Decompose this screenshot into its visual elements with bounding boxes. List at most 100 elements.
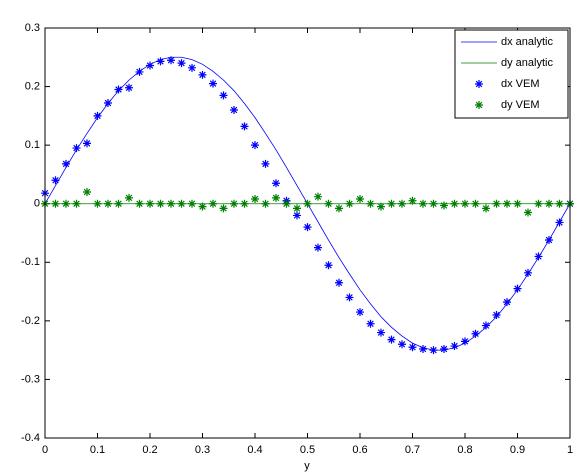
star-marker bbox=[555, 199, 564, 208]
star-marker bbox=[492, 199, 501, 208]
y-tick-label: -0.4 bbox=[21, 432, 40, 444]
star-marker bbox=[62, 159, 70, 168]
x-tick-label: 0.3 bbox=[195, 444, 210, 456]
star-marker bbox=[524, 208, 532, 217]
star-marker bbox=[51, 199, 60, 208]
star-marker bbox=[524, 268, 532, 277]
star-marker bbox=[156, 199, 165, 208]
star-marker bbox=[314, 192, 322, 201]
star-marker bbox=[440, 201, 448, 210]
star-marker bbox=[408, 196, 417, 205]
star-marker bbox=[83, 188, 91, 196]
x-tick-label: 0.8 bbox=[457, 444, 472, 456]
y-tick-label: 0.1 bbox=[25, 139, 40, 151]
star-marker bbox=[482, 321, 490, 330]
star-marker bbox=[356, 195, 364, 204]
star-marker bbox=[282, 199, 291, 208]
star-marker bbox=[387, 199, 396, 208]
star-marker bbox=[408, 343, 417, 352]
star-marker bbox=[303, 199, 312, 208]
star-marker bbox=[513, 199, 522, 208]
star-marker bbox=[167, 56, 175, 65]
star-marker bbox=[93, 111, 102, 120]
x-tick-label: 0.4 bbox=[247, 444, 262, 456]
y-tick-label: -0.3 bbox=[21, 373, 40, 385]
star-marker bbox=[461, 199, 469, 208]
star-marker bbox=[471, 329, 480, 338]
star-marker bbox=[419, 199, 427, 208]
star-marker bbox=[345, 199, 354, 208]
star-marker bbox=[398, 199, 406, 208]
star-marker bbox=[272, 193, 280, 202]
star-marker bbox=[429, 199, 438, 208]
star-marker bbox=[429, 346, 438, 355]
star-marker bbox=[314, 243, 322, 252]
star-marker bbox=[240, 122, 249, 131]
x-tick-label: 0.5 bbox=[300, 444, 315, 456]
star-marker bbox=[461, 337, 469, 346]
legend-label: dx VEM bbox=[501, 78, 540, 90]
star-marker bbox=[114, 199, 123, 208]
star-marker bbox=[135, 67, 144, 76]
legend-label: dy analytic bbox=[501, 57, 553, 69]
x-tick-label: 1 bbox=[567, 444, 573, 456]
star-marker bbox=[503, 199, 511, 208]
star-marker bbox=[83, 139, 91, 148]
star-marker bbox=[62, 199, 70, 208]
star-marker bbox=[366, 319, 375, 328]
x-tick-label: 0.2 bbox=[142, 444, 157, 456]
legend-label: dy VEM bbox=[501, 99, 540, 111]
star-marker bbox=[398, 340, 406, 349]
x-axis-label: y bbox=[304, 460, 310, 472]
legend-swatch bbox=[475, 80, 483, 88]
star-marker bbox=[188, 63, 196, 72]
x-tick-label: 0.7 bbox=[405, 444, 420, 456]
star-marker bbox=[156, 57, 165, 66]
star-marker bbox=[114, 85, 123, 94]
star-marker bbox=[545, 199, 553, 208]
star-marker bbox=[104, 199, 112, 208]
star-marker bbox=[167, 199, 175, 208]
y-tick-label: 0.3 bbox=[25, 22, 40, 34]
star-marker bbox=[93, 199, 102, 208]
star-marker bbox=[503, 298, 511, 307]
star-marker bbox=[471, 199, 480, 208]
star-marker bbox=[230, 199, 238, 208]
y-tick-label: 0 bbox=[34, 198, 40, 210]
legend-label: dx analytic bbox=[501, 36, 553, 48]
star-marker bbox=[324, 261, 333, 270]
star-marker bbox=[72, 144, 81, 153]
star-marker bbox=[198, 202, 207, 211]
star-marker bbox=[125, 193, 133, 202]
star-marker bbox=[125, 83, 133, 92]
star-marker bbox=[377, 328, 385, 337]
star-marker bbox=[104, 98, 112, 107]
star-marker bbox=[177, 59, 186, 68]
star-marker bbox=[188, 199, 196, 208]
star-marker bbox=[345, 293, 354, 302]
star-marker bbox=[335, 204, 343, 213]
star-marker bbox=[377, 202, 385, 211]
star-marker bbox=[335, 278, 343, 287]
y-tick-label: -0.2 bbox=[21, 315, 40, 327]
y-tick-label: 0.2 bbox=[25, 80, 40, 92]
star-marker bbox=[146, 199, 154, 208]
star-marker bbox=[545, 236, 553, 245]
star-marker bbox=[272, 179, 280, 188]
star-marker bbox=[419, 344, 427, 353]
star-marker bbox=[135, 199, 144, 208]
star-marker bbox=[450, 199, 459, 208]
star-marker bbox=[293, 211, 301, 220]
star-marker bbox=[534, 252, 543, 261]
star-marker bbox=[251, 195, 259, 204]
star-marker bbox=[482, 204, 490, 213]
star-marker bbox=[261, 199, 270, 208]
star-marker bbox=[209, 199, 217, 208]
star-marker bbox=[251, 141, 259, 150]
star-marker bbox=[324, 199, 333, 208]
star-marker bbox=[230, 106, 238, 114]
star-marker bbox=[219, 204, 228, 213]
star-marker bbox=[219, 91, 228, 100]
x-tick-label: 0 bbox=[42, 444, 48, 456]
